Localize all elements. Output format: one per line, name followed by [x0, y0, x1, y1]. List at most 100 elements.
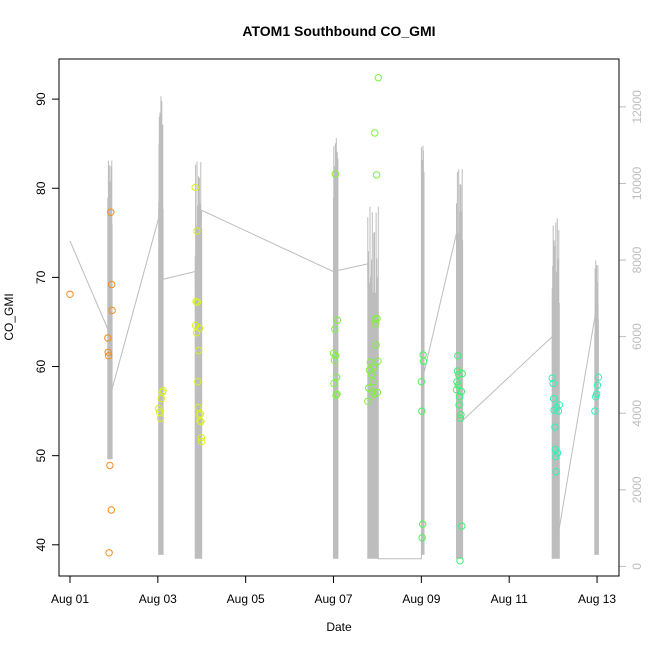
data-point — [418, 534, 426, 542]
data-point — [331, 325, 339, 333]
data-point — [104, 348, 112, 356]
data-point — [195, 324, 204, 332]
data-point — [456, 557, 464, 565]
x-tick-label: Aug 03 — [139, 592, 177, 606]
data-point — [197, 434, 206, 442]
data-point — [333, 316, 342, 324]
data-point — [159, 386, 167, 395]
data-point — [105, 549, 113, 557]
data-point — [593, 381, 602, 389]
data-point — [551, 445, 559, 454]
data-point — [372, 341, 380, 349]
y2-tick-label: 2000 — [630, 476, 644, 503]
data-point — [455, 393, 464, 401]
x-tick-label: Aug 09 — [402, 592, 440, 606]
data-point — [455, 401, 463, 409]
secondary-series-lines — [69, 96, 599, 560]
spike-cluster — [456, 169, 464, 559]
y2-tick-label: 12000 — [630, 90, 644, 124]
data-point — [66, 290, 74, 298]
data-point — [457, 411, 465, 419]
y-tick-label: 70 — [34, 270, 48, 284]
data-point — [374, 357, 382, 365]
data-point — [330, 356, 339, 364]
data-point — [592, 390, 601, 398]
data-point — [372, 320, 380, 328]
data-point — [548, 374, 556, 382]
data-point — [364, 397, 372, 405]
data-point — [373, 314, 381, 323]
data-point — [454, 381, 462, 389]
data-point — [551, 423, 559, 431]
data-point — [194, 403, 202, 412]
data-point — [370, 363, 378, 372]
data-point — [372, 171, 381, 179]
data-point — [106, 461, 114, 470]
data-point — [108, 280, 116, 289]
data-point — [104, 334, 112, 342]
x-tick-label: Aug 11 — [491, 592, 528, 606]
data-point — [552, 468, 560, 476]
data-point — [455, 370, 463, 379]
data-point — [369, 378, 377, 386]
spike-cluster — [367, 206, 379, 559]
y2-tick-label: 0 — [630, 563, 644, 570]
y-tick-label: 60 — [34, 360, 48, 374]
data-point — [193, 227, 201, 235]
x-tick-label: Aug 01 — [51, 592, 89, 606]
data-point — [104, 352, 113, 360]
data-point — [195, 346, 203, 355]
data-point — [193, 298, 202, 306]
chart-title: ATOM1 Southbound CO_GMI — [242, 23, 435, 39]
data-point — [107, 208, 115, 217]
y-tick-label: 80 — [34, 181, 48, 195]
y2-tick-label: 4000 — [630, 400, 644, 427]
data-point — [366, 358, 375, 366]
plot-frame — [58, 58, 620, 577]
data-point — [552, 452, 560, 461]
data-point — [371, 129, 379, 137]
data-point — [549, 394, 558, 403]
spike-cluster — [594, 260, 599, 555]
x-axis-label: Date — [326, 620, 352, 634]
data-point — [373, 388, 382, 397]
data-point — [197, 418, 205, 426]
data-point — [198, 437, 206, 446]
data-point — [107, 506, 116, 514]
data-point — [374, 74, 382, 82]
data-point — [108, 306, 116, 315]
data-point — [367, 370, 375, 379]
data-point — [549, 379, 557, 388]
data-point — [555, 401, 563, 409]
data-points — [66, 74, 603, 565]
data-point — [194, 378, 202, 386]
data-point — [155, 404, 163, 413]
data-point — [454, 352, 462, 360]
data-point — [419, 357, 428, 365]
data-point — [458, 370, 466, 378]
y-tick-label: 50 — [34, 449, 48, 463]
data-point — [453, 378, 461, 386]
data-point — [333, 390, 341, 398]
data-point — [196, 410, 205, 418]
data-point — [553, 449, 562, 457]
y-axis-label: CO_GMI — [2, 293, 16, 340]
spike-cluster — [333, 138, 339, 559]
y2-tick-label: 8000 — [630, 246, 644, 273]
spike-cluster — [158, 96, 164, 555]
data-point — [452, 386, 461, 394]
data-point — [330, 379, 338, 388]
data-point — [419, 520, 427, 528]
data-point — [191, 183, 199, 192]
data-point — [591, 407, 599, 415]
data-point — [192, 297, 200, 306]
y-tick-label: 90 — [34, 92, 48, 106]
data-point — [418, 407, 426, 415]
y-tick-label: 40 — [34, 538, 48, 552]
data-point — [332, 391, 340, 399]
data-point — [457, 387, 465, 396]
y2-tick-label: 10000 — [630, 166, 644, 200]
data-point — [156, 414, 165, 422]
data-point — [332, 352, 340, 360]
